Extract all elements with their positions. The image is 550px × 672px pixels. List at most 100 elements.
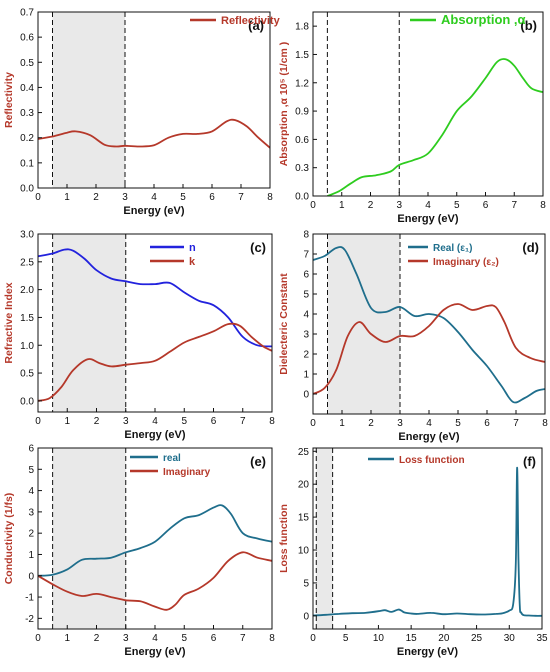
chart-panel-f: 0 5 10 15 20 25 30 35 0 5 10 15 20 25 Energy (eV) Loss …: [278, 447, 548, 658]
plot-frame: [312, 447, 543, 630]
x-tick-label: 4: [152, 633, 158, 644]
band-region: [52, 448, 126, 629]
y-tick-label: 0.7: [20, 8, 34, 19]
x-tick-label: 7: [238, 192, 244, 203]
x-tick-label: 1: [64, 416, 70, 427]
x-tick-label: 8: [267, 192, 273, 203]
x-tick-label: 8: [269, 416, 275, 427]
series-line-f-0: [313, 466, 542, 617]
x-tick-label: 2: [368, 418, 374, 429]
y-tick-label: 2.0: [20, 285, 34, 296]
x-axis-label: Energy (eV): [124, 429, 185, 441]
y-tick-label: 0.5: [20, 58, 34, 69]
y-tick-label: 0.0: [295, 192, 309, 203]
band-region: [316, 448, 333, 629]
y-tick-label: 0.5: [20, 369, 34, 380]
series-line-e-0: [38, 504, 272, 577]
x-tick-label: 5: [181, 633, 187, 644]
y-tick-label: 2: [28, 529, 34, 540]
plot-frame: [312, 11, 544, 197]
legend-label: Real (ε₁): [433, 243, 472, 254]
y-tick-label: 0.9: [295, 107, 309, 118]
y-tick-label: 0.3: [295, 163, 309, 174]
x-tick-label: 0: [35, 633, 41, 644]
y-axis-label: Refractive Index: [3, 282, 15, 363]
x-tick-label: 3: [123, 633, 129, 644]
y-tick-label: 0.6: [20, 33, 34, 44]
x-tick-label: 2: [368, 200, 374, 211]
y-tick-label: -1: [25, 593, 34, 604]
panel-label: (e): [250, 454, 266, 469]
y-tick-label: 0: [303, 611, 309, 622]
y-axis-label: Loss function: [278, 504, 290, 573]
x-tick-label: 3: [123, 416, 129, 427]
x-tick-label: 5: [454, 200, 460, 211]
y-tick-label: 2.5: [20, 257, 34, 268]
y-tick-label: 0.6: [295, 135, 309, 146]
y-tick-label: 7: [303, 250, 309, 261]
y-tick-label: 0.0: [20, 184, 34, 195]
y-axis-label: Reflectivity: [3, 72, 15, 128]
panel-label: (c): [250, 240, 266, 255]
y-tick-label: 6: [303, 270, 309, 281]
x-tick-label: 20: [438, 633, 450, 644]
x-tick-label: 8: [269, 633, 275, 644]
x-tick-label: 7: [240, 416, 246, 427]
y-tick-label: 15: [298, 513, 310, 524]
x-tick-label: 5: [181, 416, 187, 427]
y-axis-label: Dielecteric Constant: [278, 273, 290, 375]
x-tick-label: 15: [406, 633, 418, 644]
x-tick-label: 4: [152, 416, 158, 427]
chart-panel-b: 0 1 2 3 4 5 6 7 8 0.0 0.3 0.6 0.9 1.2 1.5 1.8 Energy (eV…: [278, 11, 546, 225]
chart-panel-c: 0 1 2 3 4 5 6 7 8 0.0 0.5 1.0 1.5 2.0 2.5 3.0 Energy (eV…: [3, 230, 275, 442]
y-tick-label: 4: [303, 310, 309, 321]
x-tick-label: 4: [151, 192, 157, 203]
x-tick-label: 5: [343, 633, 349, 644]
chart-panel-a: 0 1 2 3 4 5 6 7 8 0.0 0.1 0.2 0.3 0.4 0.5 0.6 0.7 Energy …: [3, 8, 281, 218]
x-tick-label: 7: [511, 200, 517, 211]
x-tick-label: 7: [240, 633, 246, 644]
legend-label: real: [163, 453, 181, 464]
legend-label: n: [189, 242, 196, 254]
x-tick-label: 2: [94, 633, 100, 644]
legend-label: Reflectivity: [221, 15, 281, 27]
x-tick-label: 4: [425, 200, 431, 211]
y-tick-label: 1.5: [295, 50, 309, 61]
y-tick-label: 0.3: [20, 108, 34, 119]
y-tick-label: 3.0: [20, 230, 34, 241]
y-tick-label: 0.0: [20, 396, 34, 407]
x-tick-label: 3: [396, 200, 402, 211]
band-region: [52, 12, 125, 188]
x-axis-label: Energy (eV): [124, 646, 185, 658]
x-tick-label: 25: [471, 633, 483, 644]
y-tick-label: 1: [303, 370, 309, 381]
y-tick-label: 5: [303, 578, 309, 589]
x-axis-label: Energy (eV): [398, 431, 459, 443]
x-tick-label: 7: [513, 418, 519, 429]
y-tick-label: 0: [28, 571, 34, 582]
x-tick-label: 4: [426, 418, 432, 429]
y-tick-label: 4: [28, 486, 34, 497]
x-tick-label: 0: [310, 200, 316, 211]
y-tick-label: 1.8: [295, 22, 309, 33]
y-tick-label: 1.5: [20, 313, 34, 324]
chart-panel-e: 0 1 2 3 4 5 6 7 8 -2 -1 0 1 2 3 4 5 6 Energy (eV) Conductiv…: [3, 444, 275, 659]
x-tick-label: 0: [310, 418, 316, 429]
legend-label: Imaginary: [163, 467, 211, 478]
y-tick-label: 5: [303, 290, 309, 301]
y-tick-label: 20: [298, 480, 310, 491]
panel-label: (b): [520, 18, 537, 33]
y-tick-label: 0.2: [20, 133, 34, 144]
y-tick-label: 0: [303, 390, 309, 401]
y-tick-label: 8: [303, 230, 309, 241]
x-tick-label: 3: [397, 418, 403, 429]
y-tick-label: 1: [28, 550, 34, 561]
y-tick-label: 3: [28, 507, 34, 518]
x-axis-label: Energy (eV): [123, 205, 184, 217]
series-line-e-1: [38, 551, 272, 611]
y-tick-label: 2: [303, 350, 309, 361]
x-tick-label: 0: [35, 192, 41, 203]
x-axis-label: Energy (eV): [397, 646, 458, 658]
panel-label: (d): [522, 240, 539, 255]
